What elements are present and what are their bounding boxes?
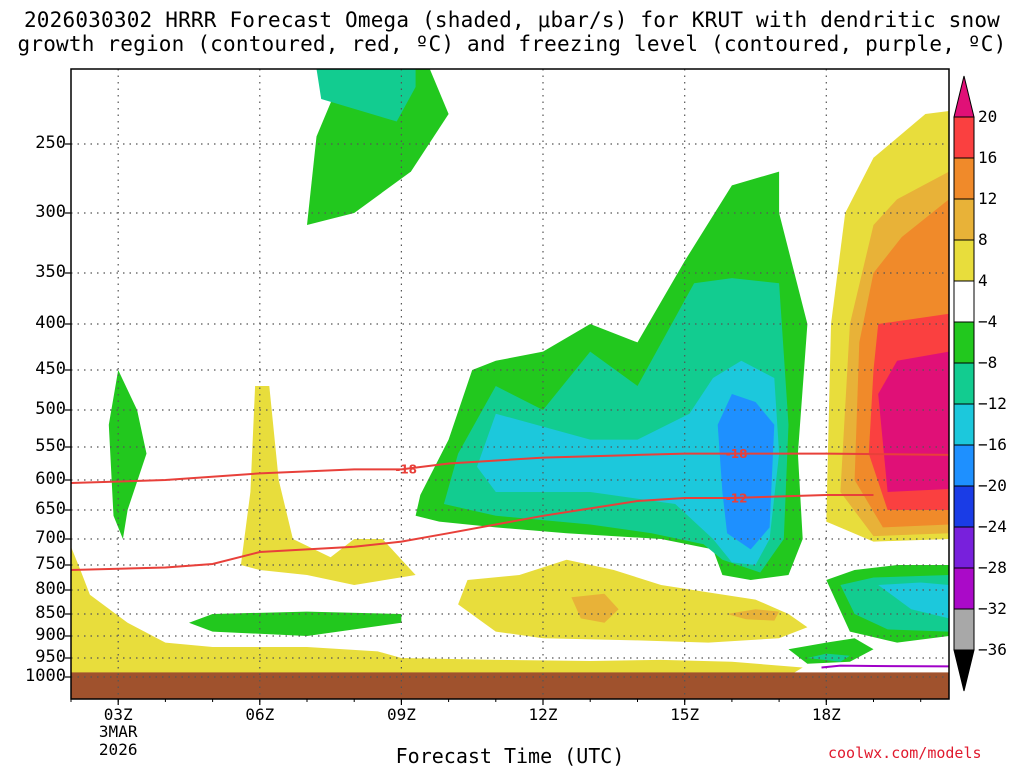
- colorbar-band-1: [953, 157, 975, 200]
- shaded-region-center-orange: [571, 593, 619, 623]
- shaded-region-lower-yellow: [71, 546, 803, 674]
- y-tick-label: 600: [35, 469, 66, 489]
- shaded-region-se-green-blob: [788, 638, 874, 664]
- shaded-region-center-yellow: [458, 559, 808, 643]
- shaded-region-east-orange: [727, 609, 780, 621]
- contour-label-0-1: -18: [726, 447, 748, 461]
- colorbar-label: −4: [978, 312, 998, 331]
- contour-label-1-0: -12: [726, 491, 748, 505]
- colorbar-label: −24: [978, 517, 1007, 536]
- x-tick-label: 09Z: [386, 705, 416, 724]
- chart-title-line-1: 2026030302 HRRR Forecast Omega (shaded, …: [23, 8, 1001, 32]
- colorbar-band-9: [953, 485, 975, 528]
- shaded-region-se-teal-blob: [807, 653, 850, 662]
- colorbar-band-0: [953, 116, 975, 159]
- colorbar-band-2: [953, 198, 975, 241]
- y-tick-label: 950: [35, 647, 66, 667]
- x-tick-label: 06Z: [245, 705, 275, 724]
- colorbar-band-5: [953, 321, 975, 364]
- y-tick-label: 800: [35, 579, 66, 599]
- shaded-region-mid-yellow: [240, 386, 416, 585]
- y-tick-label: 350: [35, 262, 66, 282]
- shaded-region-east-magenta: [878, 351, 949, 492]
- y-tick-label: 300: [35, 202, 66, 222]
- colorbar-band-4: [953, 280, 975, 323]
- contour-label-0-0: -18: [395, 462, 417, 476]
- y-tick-label: 450: [35, 359, 66, 379]
- shaded-region-west-green-lobe: [108, 370, 147, 539]
- y-tick-label: 400: [35, 313, 66, 333]
- colorbar-bottom-arrow: [953, 649, 975, 692]
- y-tick-label: 900: [35, 625, 66, 645]
- omega-shading-layer: [71, 69, 949, 674]
- contour-line-0: [71, 452, 949, 484]
- date-label-year: 2026: [98, 740, 138, 759]
- colorbar-label: −12: [978, 394, 1007, 413]
- y-tick-label: 850: [35, 603, 66, 623]
- temperature-contours: -18 -18 -12: [71, 447, 949, 669]
- shaded-region-upper-teal-top: [316, 69, 416, 122]
- colorbar-label: −8: [978, 353, 998, 372]
- colorbar-band-6: [953, 362, 975, 405]
- colorbar-label: −32: [978, 599, 1007, 618]
- colorbar-band-3: [953, 239, 975, 282]
- ground-surface: [71, 672, 949, 699]
- shaded-region-upper-green-top: [307, 69, 449, 225]
- colorbar-label: −28: [978, 558, 1007, 577]
- plot-frame: [70, 68, 950, 700]
- x-axis-title: Forecast Time (UTC): [395, 744, 625, 768]
- colorbar-top-arrow: [953, 75, 975, 118]
- colorbar: [953, 75, 975, 692]
- shaded-region-low-green-bar: [189, 611, 402, 636]
- colorbar-label: 16: [978, 148, 998, 167]
- y-tick-label: 550: [35, 436, 66, 456]
- x-tick-label: 18Z: [811, 705, 841, 724]
- y-tick-label: 250: [35, 133, 66, 153]
- y-tick-label: 1000: [25, 666, 66, 686]
- chart-title-line-2: growth region (contoured, red, ºC) and f…: [17, 32, 1007, 56]
- contour-line-2: [821, 664, 949, 669]
- colorbar-label: 20: [978, 107, 998, 126]
- colorbar-label: 12: [978, 189, 998, 208]
- colorbar-label: −36: [978, 640, 1007, 659]
- watermark: coolwx.com/models: [828, 744, 982, 762]
- date-label-day: 3MAR: [98, 722, 138, 741]
- y-tick-label: 750: [35, 554, 66, 574]
- y-tick-label: 500: [35, 399, 66, 419]
- x-tick-label: 03Z: [103, 705, 133, 724]
- colorbar-band-12: [953, 608, 975, 651]
- shaded-region-central-cyan: [477, 360, 780, 565]
- colorbar-label: 4: [978, 271, 988, 290]
- colorbar-band-7: [953, 403, 975, 446]
- shaded-region-east-low-cyan: [878, 582, 949, 619]
- colorbar-band-8: [953, 444, 975, 487]
- grid-lines: [65, 69, 949, 705]
- x-tick-label: 12Z: [528, 705, 558, 724]
- colorbar-label: −16: [978, 435, 1007, 454]
- contour-line-1: [71, 494, 874, 571]
- y-tick-label: 700: [35, 528, 66, 548]
- colorbar-band-10: [953, 526, 975, 569]
- x-tick-label: 15Z: [670, 705, 700, 724]
- y-tick-label: 650: [35, 499, 66, 519]
- colorbar-label: 8: [978, 230, 988, 249]
- colorbar-label: −20: [978, 476, 1007, 495]
- colorbar-band-11: [953, 567, 975, 610]
